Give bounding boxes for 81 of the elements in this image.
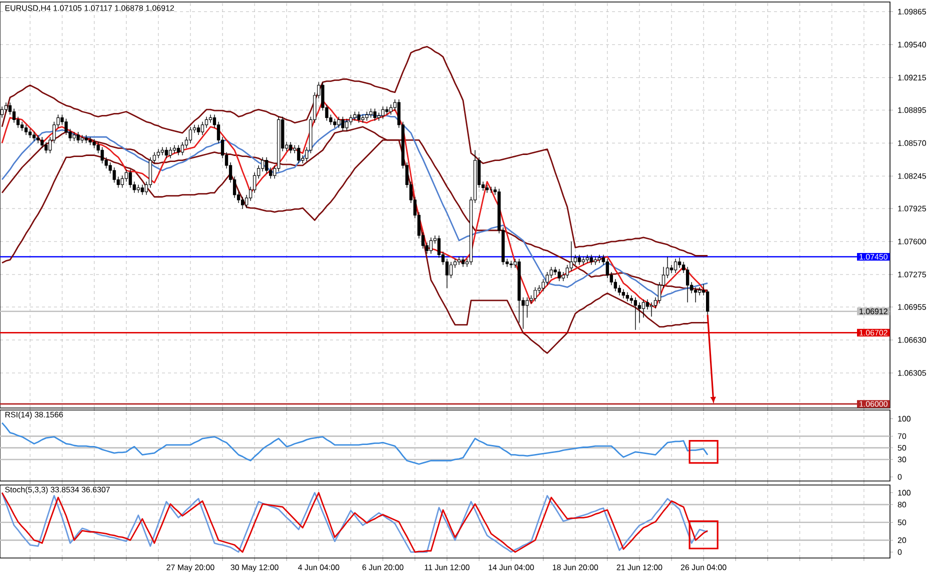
candlestick — [64, 118, 68, 136]
candlestick — [24, 124, 28, 136]
candlestick — [389, 104, 392, 116]
candlestick — [76, 132, 80, 144]
candlestick — [542, 278, 545, 292]
candlestick — [578, 254, 581, 266]
candlestick — [614, 278, 617, 292]
candlestick — [534, 286, 537, 302]
candlestick — [634, 297, 638, 330]
candlestick — [240, 196, 244, 210]
candlestick — [100, 146, 104, 164]
candlestick — [638, 302, 642, 324]
candlestick — [204, 116, 208, 128]
candlestick — [437, 235, 441, 258]
candlestick — [630, 294, 634, 304]
candlestick — [349, 114, 352, 126]
candlestick — [590, 254, 593, 266]
candlestick — [357, 111, 360, 124]
candlestick — [686, 266, 690, 303]
candlestick — [461, 256, 465, 268]
candlestick — [12, 108, 16, 124]
candlestick — [176, 144, 180, 156]
candlestick — [265, 156, 268, 174]
candlestick — [706, 290, 710, 316]
candlestick — [618, 284, 621, 296]
candlestick — [694, 286, 698, 303]
candlestick — [546, 272, 549, 286]
candlestick — [562, 272, 565, 282]
candlestick — [120, 175, 124, 188]
candlestick — [289, 142, 292, 154]
candlestick — [164, 146, 168, 159]
candlestick — [698, 286, 702, 296]
candlestick — [381, 106, 384, 120]
candlestick — [168, 146, 172, 159]
candlestick — [622, 288, 625, 299]
candlestick — [156, 148, 160, 159]
candlestick — [674, 258, 678, 274]
candlestick — [365, 111, 368, 122]
candlestick — [642, 299, 646, 318]
candlestick — [4, 102, 8, 113]
candlestick — [200, 121, 204, 136]
candlestick — [445, 258, 449, 289]
candlestick — [606, 258, 609, 278]
candlestick — [449, 261, 453, 278]
candlestick — [112, 167, 116, 184]
candlestick — [457, 256, 461, 266]
candlestick — [550, 266, 553, 278]
candlestick — [72, 132, 76, 142]
candlestick — [341, 116, 344, 132]
candlestick — [140, 184, 144, 196]
candlestick — [28, 128, 32, 138]
candlestick — [44, 142, 48, 154]
candlestick — [373, 108, 376, 122]
candlestick — [345, 118, 348, 132]
candlestick — [40, 136, 44, 149]
candlestick — [261, 156, 264, 172]
candlestick — [570, 241, 573, 272]
candlestick — [297, 144, 300, 164]
candlestick — [20, 121, 24, 132]
candlestick — [32, 132, 36, 142]
candlestick — [626, 292, 630, 302]
candlestick — [369, 108, 372, 118]
candlestick — [208, 114, 212, 124]
candlestick — [333, 118, 336, 128]
candlestick — [646, 299, 650, 310]
candlestick — [172, 144, 176, 154]
candlestick — [196, 124, 200, 136]
candlestick — [574, 254, 577, 266]
candlestick — [650, 302, 654, 317]
candlestick — [678, 257, 682, 268]
candlestick — [353, 111, 356, 122]
candlestick — [92, 138, 96, 149]
candlestick — [337, 116, 340, 128]
candlestick — [180, 142, 184, 156]
candlestick — [128, 169, 132, 188]
candlestick — [526, 297, 529, 318]
candlestick — [188, 126, 192, 144]
candlestick — [429, 237, 433, 254]
candlestick — [124, 169, 128, 182]
candlestick — [566, 264, 569, 278]
candlestick — [558, 268, 561, 282]
